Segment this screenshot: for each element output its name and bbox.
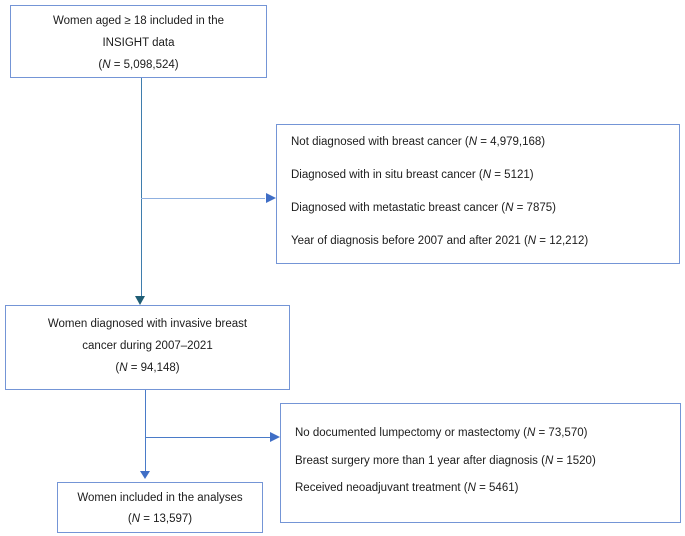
arrowhead-down-invasive (135, 296, 145, 305)
exclusion-text: Year of diagnosis before 2007 and after … (291, 235, 528, 247)
exclusion-item: Breast surgery more than 1 year after di… (295, 448, 680, 476)
exclusion-text: Diagnosed with metastatic breast cancer … (291, 202, 506, 214)
exclusion-item: No documented lumpectomy or mastectomy (… (295, 420, 680, 448)
box-text-line: cancer during 2007–2021 (82, 340, 213, 352)
n-value: = 13,597) (140, 513, 193, 525)
connector-branch-exclusions-top (141, 197, 265, 199)
n-symbol: N (544, 454, 554, 467)
exclusion-text: No documented lumpectomy or mastectomy ( (295, 427, 528, 439)
n-symbol: N (505, 202, 514, 214)
arrowhead-down-included (139, 471, 150, 479)
exclusion-item: Diagnosed with metastatic breast cancer … (291, 192, 679, 225)
n-value: = 12,212) (536, 235, 589, 247)
n-value: = 7875) (513, 202, 556, 214)
connector-branch-exclusions-bottom (145, 436, 270, 438)
box-n-line: (N = 94,148) (6, 357, 289, 379)
exclusion-text: Not diagnosed with breast cancer ( (291, 136, 469, 148)
connector-invasive-to-included (144, 390, 146, 472)
n-prefix: ( (127, 513, 132, 525)
n-symbol: N (119, 362, 128, 374)
n-value: = 4,979,168) (477, 136, 546, 148)
n-symbol: N (102, 59, 111, 71)
box-insight-population: Women aged ≥ 18 included in the INSIGHT … (10, 5, 267, 78)
n-symbol: N (527, 235, 537, 247)
n-value: = 94,148) (127, 362, 180, 374)
n-symbol: N (482, 169, 492, 181)
n-symbol: N (527, 427, 536, 439)
box-included-analyses: Women included in the analyses (N = 13,5… (57, 482, 263, 533)
exclusion-text: Received neoadjuvant treatment ( (295, 482, 468, 494)
n-value: = 5,098,524) (110, 59, 179, 71)
box-exclusions-treatment: No documented lumpectomy or mastectomy (… (280, 403, 681, 523)
n-value: = 5121) (491, 169, 534, 181)
exclusion-item: Not diagnosed with breast cancer (N = 4,… (291, 126, 679, 159)
box-n-line: (N = 5,098,524) (11, 54, 266, 76)
box-text-line: Women aged ≥ 18 included in the (52, 15, 225, 27)
exclusion-text: Breast surgery more than 1 year after di… (295, 454, 545, 467)
exclusion-item: Received neoadjuvant treatment (N = 5461… (295, 475, 680, 503)
n-symbol: N (468, 136, 478, 148)
n-symbol: N (131, 513, 141, 525)
box-text-line: Women diagnosed with invasive breast (47, 318, 248, 330)
n-value: = 73,570) (535, 427, 588, 439)
box-text-line: INSIGHT data (102, 37, 175, 49)
n-symbol: N (467, 482, 476, 494)
box-invasive-cancer: Women diagnosed with invasive breast can… (5, 305, 290, 390)
n-value: = 1520) (553, 454, 596, 467)
n-prefix: ( (115, 362, 120, 374)
exclusion-item: Year of diagnosis before 2007 and after … (291, 225, 679, 258)
n-value: = 5461) (475, 482, 519, 494)
box-n-line: (N = 13,597) (58, 509, 262, 530)
n-prefix: ( (98, 59, 103, 71)
connector-top-to-invasive (140, 78, 142, 296)
exclusion-item: Diagnosed with in situ breast cancer (N … (291, 159, 679, 192)
box-exclusions-diagnosis: Not diagnosed with breast cancer (N = 4,… (276, 124, 680, 264)
exclusion-text: Diagnosed with in situ breast cancer ( (291, 169, 483, 181)
box-text-line: Women included in the analyses (77, 492, 243, 504)
arrowhead-right-exclusions-top (266, 192, 276, 203)
arrowhead-right-exclusions-bottom (270, 431, 280, 442)
